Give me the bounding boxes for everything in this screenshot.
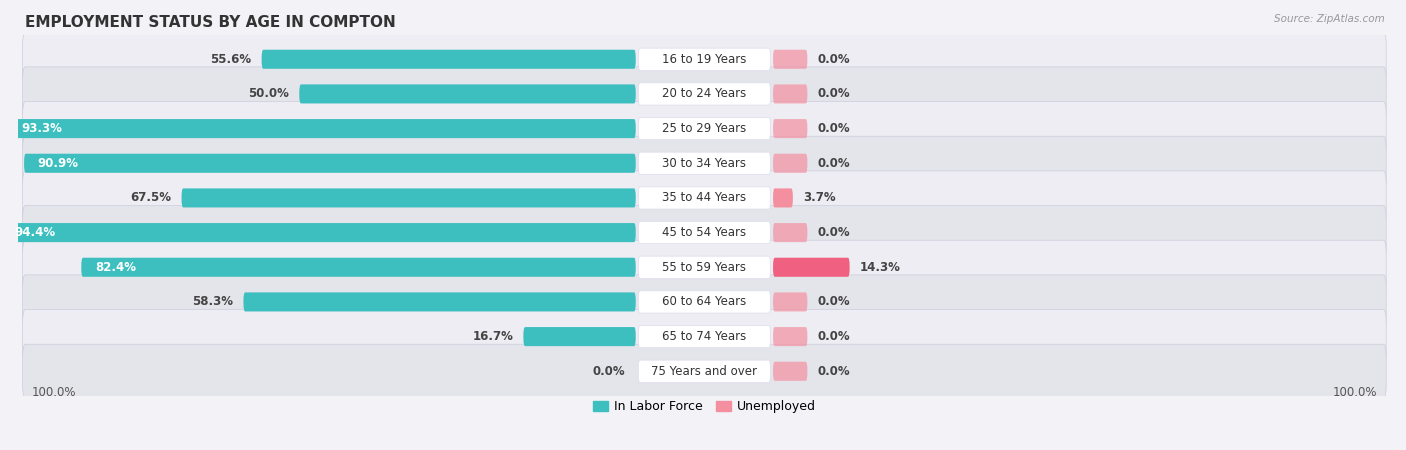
Text: 55 to 59 Years: 55 to 59 Years (662, 261, 747, 274)
Text: 94.4%: 94.4% (14, 226, 55, 239)
Text: 3.7%: 3.7% (803, 191, 835, 204)
FancyBboxPatch shape (638, 152, 770, 174)
Text: 100.0%: 100.0% (1333, 386, 1378, 399)
FancyBboxPatch shape (22, 171, 1386, 225)
FancyBboxPatch shape (638, 187, 770, 209)
Text: 0.0%: 0.0% (818, 157, 851, 170)
FancyBboxPatch shape (773, 362, 807, 381)
FancyBboxPatch shape (22, 310, 1386, 364)
Text: 16 to 19 Years: 16 to 19 Years (662, 53, 747, 66)
Text: Source: ZipAtlas.com: Source: ZipAtlas.com (1274, 14, 1385, 23)
FancyBboxPatch shape (82, 258, 636, 277)
FancyBboxPatch shape (243, 292, 636, 311)
FancyBboxPatch shape (22, 32, 1386, 86)
Text: 65 to 74 Years: 65 to 74 Years (662, 330, 747, 343)
FancyBboxPatch shape (638, 221, 770, 244)
FancyBboxPatch shape (22, 136, 1386, 190)
FancyBboxPatch shape (638, 256, 770, 279)
FancyBboxPatch shape (638, 48, 770, 70)
FancyBboxPatch shape (22, 275, 1386, 329)
Text: 20 to 24 Years: 20 to 24 Years (662, 87, 747, 100)
FancyBboxPatch shape (22, 102, 1386, 156)
Text: 16.7%: 16.7% (472, 330, 513, 343)
Text: 35 to 44 Years: 35 to 44 Years (662, 191, 747, 204)
Text: 93.3%: 93.3% (21, 122, 62, 135)
Legend: In Labor Force, Unemployed: In Labor Force, Unemployed (588, 395, 821, 418)
Text: 75 Years and over: 75 Years and over (651, 365, 758, 378)
FancyBboxPatch shape (8, 119, 636, 138)
FancyBboxPatch shape (0, 223, 636, 242)
FancyBboxPatch shape (22, 344, 1386, 398)
Text: 0.0%: 0.0% (593, 365, 626, 378)
FancyBboxPatch shape (773, 119, 807, 138)
FancyBboxPatch shape (22, 240, 1386, 294)
FancyBboxPatch shape (523, 327, 636, 346)
FancyBboxPatch shape (773, 223, 807, 242)
Text: 0.0%: 0.0% (818, 122, 851, 135)
FancyBboxPatch shape (638, 83, 770, 105)
FancyBboxPatch shape (638, 291, 770, 313)
FancyBboxPatch shape (22, 206, 1386, 260)
Text: 0.0%: 0.0% (818, 365, 851, 378)
Text: 60 to 64 Years: 60 to 64 Years (662, 296, 747, 308)
FancyBboxPatch shape (181, 189, 636, 207)
FancyBboxPatch shape (638, 325, 770, 348)
Text: 58.3%: 58.3% (193, 296, 233, 308)
Text: 50.0%: 50.0% (247, 87, 290, 100)
FancyBboxPatch shape (638, 117, 770, 140)
FancyBboxPatch shape (299, 85, 636, 104)
Text: 55.6%: 55.6% (209, 53, 252, 66)
Text: 45 to 54 Years: 45 to 54 Years (662, 226, 747, 239)
Text: EMPLOYMENT STATUS BY AGE IN COMPTON: EMPLOYMENT STATUS BY AGE IN COMPTON (25, 15, 395, 30)
Text: 25 to 29 Years: 25 to 29 Years (662, 122, 747, 135)
Text: 30 to 34 Years: 30 to 34 Years (662, 157, 747, 170)
Text: 0.0%: 0.0% (818, 330, 851, 343)
FancyBboxPatch shape (262, 50, 636, 69)
Text: 0.0%: 0.0% (818, 296, 851, 308)
FancyBboxPatch shape (773, 50, 807, 69)
FancyBboxPatch shape (773, 292, 807, 311)
FancyBboxPatch shape (773, 327, 807, 346)
Text: 14.3%: 14.3% (860, 261, 901, 274)
FancyBboxPatch shape (773, 85, 807, 104)
FancyBboxPatch shape (773, 154, 807, 173)
Text: 82.4%: 82.4% (96, 261, 136, 274)
Text: 0.0%: 0.0% (818, 53, 851, 66)
Text: 67.5%: 67.5% (131, 191, 172, 204)
Text: 100.0%: 100.0% (31, 386, 76, 399)
Text: 0.0%: 0.0% (818, 226, 851, 239)
FancyBboxPatch shape (773, 189, 793, 207)
Text: 90.9%: 90.9% (38, 157, 79, 170)
FancyBboxPatch shape (638, 360, 770, 382)
FancyBboxPatch shape (22, 67, 1386, 121)
FancyBboxPatch shape (24, 154, 636, 173)
Text: 0.0%: 0.0% (818, 87, 851, 100)
FancyBboxPatch shape (773, 258, 849, 277)
